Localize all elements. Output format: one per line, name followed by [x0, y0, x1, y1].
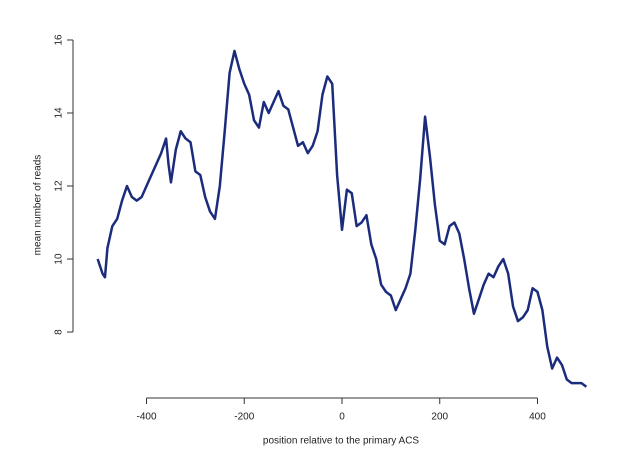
y-tick-label: 8 — [54, 329, 65, 335]
x-tick-label: 0 — [339, 412, 345, 423]
line — [96, 49, 588, 388]
y-axis-label: mean number of reads — [33, 155, 44, 256]
x-tick-label: -200 — [234, 412, 254, 423]
y-tick-label: 10 — [54, 253, 65, 265]
x-tick-label: -400 — [137, 412, 157, 423]
x-axis-label: position relative to the primary ACS — [263, 436, 420, 447]
x-tick-label: 400 — [529, 412, 546, 423]
x-tick-label: 200 — [431, 412, 448, 423]
y-tick-label: 14 — [54, 107, 65, 119]
y-tick-label: 16 — [54, 34, 65, 46]
y-tick-label: 12 — [54, 180, 65, 192]
